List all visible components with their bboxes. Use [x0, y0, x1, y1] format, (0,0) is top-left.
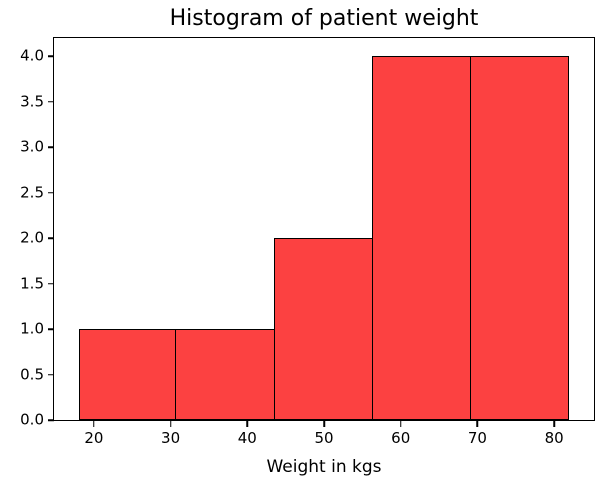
y-tick-label: 1.5 — [20, 274, 44, 293]
y-tick-mark — [47, 146, 54, 148]
x-tick-mark — [246, 420, 249, 427]
plot-area: 20 30 40 50 60 70 80 0.0 0.5 1.0 1.5 2.0 2.5 3.0 3.5 4.… — [20, 37, 595, 447]
x-tick-mark — [399, 420, 402, 427]
x-tick-label: 60 — [391, 429, 411, 447]
y-tick-mark — [47, 282, 54, 285]
chart-title: Histogram of patient weight — [169, 6, 479, 31]
histogram-bar — [78, 329, 177, 420]
x-tick-mark — [476, 420, 479, 427]
x-tick-mark — [323, 420, 325, 427]
y-tick-label: 0.0 — [20, 410, 44, 429]
y-tick-label: 3.0 — [20, 137, 44, 156]
y-tick-mark — [47, 237, 54, 239]
histogram-bar — [175, 329, 275, 420]
y-tick-label: 4.0 — [20, 46, 44, 65]
x-tick-mark — [553, 420, 555, 427]
y-tick-label: 0.5 — [20, 365, 44, 384]
y-tick-mark — [47, 328, 54, 330]
y-tick-mark — [47, 373, 54, 376]
x-tick-label: 40 — [237, 429, 257, 447]
histogram-bar — [371, 56, 472, 420]
x-tick-label: 30 — [161, 429, 181, 447]
y-tick-mark — [47, 419, 54, 421]
y-tick-label: 2.0 — [20, 228, 44, 247]
x-tick-label: 20 — [84, 429, 104, 447]
x-axis-label: Weight in kgs — [266, 457, 382, 477]
histogram-bar — [273, 238, 374, 420]
x-tick-label: 70 — [467, 429, 487, 447]
y-tick-mark — [47, 100, 54, 103]
y-tick-label: 3.5 — [20, 92, 44, 111]
histogram-bar — [469, 56, 570, 420]
x-tick-mark — [169, 420, 172, 427]
y-tick-mark — [47, 191, 54, 194]
x-tick-label: 50 — [314, 429, 334, 447]
y-tick-label: 1.0 — [20, 319, 44, 338]
x-tick-mark — [93, 420, 95, 427]
y-tick-mark — [47, 55, 54, 57]
y-tick-label: 2.5 — [20, 183, 44, 202]
x-tick-label: 80 — [544, 429, 564, 447]
